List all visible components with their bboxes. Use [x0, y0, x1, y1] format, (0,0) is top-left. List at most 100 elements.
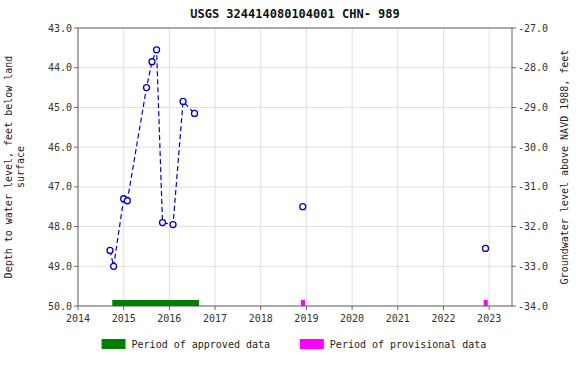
point [149, 59, 155, 65]
grid-line-x [489, 28, 490, 306]
y2-tick-label: -33.0 [518, 261, 548, 272]
grid-line-x [215, 28, 216, 306]
x-tick [443, 306, 444, 310]
x-tick [123, 306, 124, 310]
point [180, 98, 186, 104]
y-tick-label: 50.0 [48, 301, 72, 312]
y-tick-label: 44.0 [48, 62, 72, 73]
legend: Period of approved data Period of provisi… [102, 339, 487, 350]
x-tick-label: 2019 [294, 313, 318, 324]
y2-tick [512, 107, 516, 108]
y-axis: 43.0 44.0 45.0 46.0 47.0 48.0 49.0 50.0 [48, 23, 78, 312]
grid-line-x [306, 28, 307, 306]
grid-line-x [123, 28, 124, 306]
y-tick-label: 43.0 [48, 23, 72, 34]
x-tick [352, 306, 353, 310]
plot-area [107, 47, 489, 306]
series [300, 204, 489, 252]
grid-line-y [78, 266, 512, 267]
y-tick [74, 28, 78, 29]
y2-axis-label: Groundwater level above NAVD 1988, feet [559, 50, 570, 285]
x-tick-label: 2015 [112, 313, 136, 324]
y-tick-label: 48.0 [48, 221, 72, 232]
point [124, 198, 130, 204]
y2-tick [512, 306, 516, 307]
series-line [110, 50, 195, 266]
point [160, 220, 166, 226]
legend-swatch [300, 339, 324, 349]
y-axis-label-line: surface [15, 146, 26, 188]
grid-line-x [443, 28, 444, 306]
y-tick [74, 147, 78, 148]
y2-tick [512, 266, 516, 267]
y-tick [74, 186, 78, 187]
x-tick [215, 306, 216, 310]
y2-tick [512, 186, 516, 187]
background [0, 0, 576, 384]
grid-line-y [78, 186, 512, 187]
y-tick [74, 226, 78, 227]
x-tick [306, 306, 307, 310]
x-axis: 2014 2015 2016 2017 2018 2019 2020 2021 2022 2023 [66, 306, 501, 324]
y2-tick-label: -27.0 [518, 23, 548, 34]
legend-label: Period of approved data [132, 339, 270, 350]
x-tick-label: 2014 [66, 313, 90, 324]
x-tick [169, 306, 170, 310]
x-tick [260, 306, 261, 310]
grid-line-y [78, 67, 512, 68]
x-tick-label: 2021 [386, 313, 410, 324]
y-axis-label: Depth to water level, feet below landsur… [3, 56, 26, 279]
series [107, 47, 198, 269]
x-tick-label: 2020 [340, 313, 364, 324]
x-tick-label: 2017 [203, 313, 227, 324]
y2-tick-label: -30.0 [518, 142, 548, 153]
grid-line-x [352, 28, 353, 306]
y2-tick [512, 147, 516, 148]
y-tick-label: 45.0 [48, 102, 72, 113]
grid-line-y [78, 107, 512, 108]
x-tick-label: 2018 [249, 313, 273, 324]
x-tick [489, 306, 490, 310]
period-bar [484, 300, 488, 306]
y2-tick-label: -29.0 [518, 102, 548, 113]
y-tick [74, 306, 78, 307]
y-tick-label: 47.0 [48, 181, 72, 192]
point [300, 204, 306, 210]
point [483, 245, 489, 251]
x-tick-label: 2022 [431, 313, 455, 324]
y2-tick-label: -34.0 [518, 301, 548, 312]
y2-tick [512, 28, 516, 29]
point [154, 47, 160, 53]
x-tick-label: 2016 [157, 313, 181, 324]
point [144, 85, 150, 91]
period-bar [112, 300, 199, 306]
y2-tick-label: -28.0 [518, 62, 548, 73]
grid [78, 28, 512, 306]
grid-line-y [78, 147, 512, 148]
legend-label: Period of provisional data [330, 339, 487, 350]
grid-line-x [169, 28, 170, 306]
y-axis-label-line: Depth to water level, feet below land [3, 56, 14, 279]
y-tick-label: 46.0 [48, 142, 72, 153]
chart: 2014 2015 2016 2017 2018 2019 2020 2021 2022 2023… [0, 0, 576, 384]
y2-tick-label: -32.0 [518, 221, 548, 232]
y2-tick-label: -31.0 [518, 181, 548, 192]
y2-tick [512, 226, 516, 227]
legend-swatch [102, 339, 126, 349]
plot-frame [78, 28, 512, 306]
y2-tick [512, 67, 516, 68]
y-tick-label: 49.0 [48, 261, 72, 272]
grid-line-x [397, 28, 398, 306]
point [191, 110, 197, 116]
point [111, 263, 117, 269]
grid-line-x [260, 28, 261, 306]
period-bar [301, 300, 305, 306]
x-tick [78, 306, 79, 310]
y-tick [74, 67, 78, 68]
y-tick [74, 107, 78, 108]
point [170, 222, 176, 228]
title: USGS 324414080104001 CHN- 989 [190, 7, 400, 21]
grid-line-y [78, 226, 512, 227]
y2-axis: -27.0 -28.0 -29.0 -30.0 -31.0 -32.0 -33.0 -34.0 [512, 23, 548, 312]
x-tick-label: 2023 [477, 313, 501, 324]
